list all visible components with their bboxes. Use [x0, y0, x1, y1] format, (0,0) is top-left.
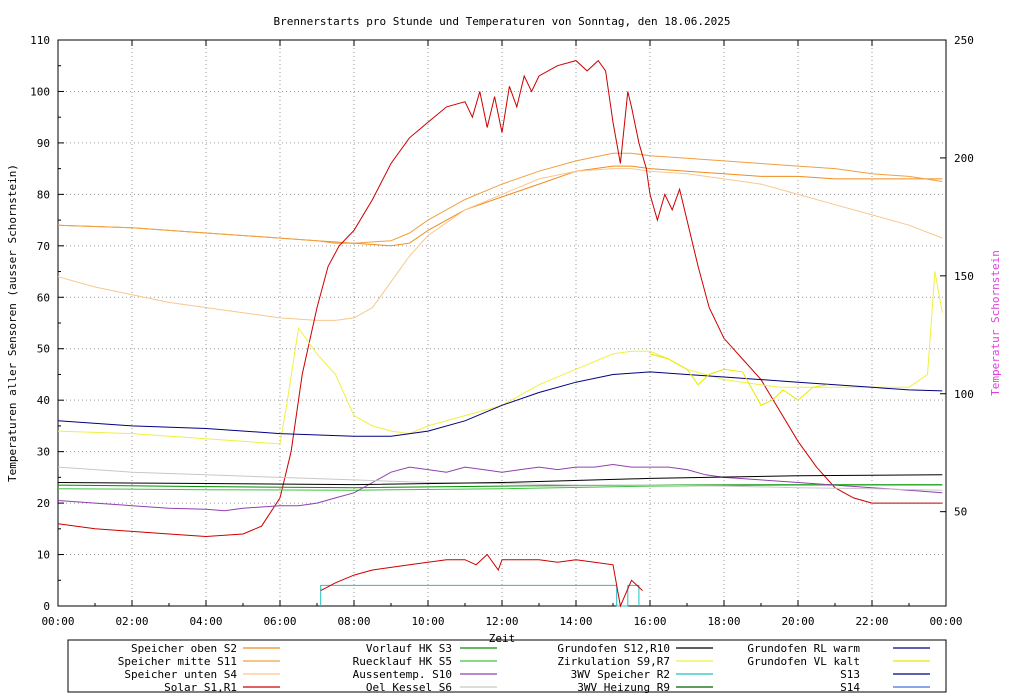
x-tick-label: 02:00 — [115, 615, 148, 628]
x-tick-label: 00:00 — [41, 615, 74, 628]
legend-box — [67, 639, 947, 693]
y-axis-label: Temperaturen aller Sensoren (ausser Scho… — [6, 164, 19, 482]
ticks-layer: 00:00 02:00 04:00 06:00 08:00 10:00 12:00 14:00… — [30, 34, 974, 628]
y2-tick-label: 200 — [954, 152, 974, 165]
y2-tick-label: 150 — [954, 270, 974, 283]
y-tick-label: 40 — [37, 394, 50, 407]
series-line-2 — [57, 168, 943, 321]
legend-label: Speicher oben S2 — [131, 642, 237, 655]
y-tick-label: 100 — [30, 85, 50, 98]
y-tick-label: 20 — [37, 497, 50, 510]
x-tick-label: 22:00 — [855, 615, 888, 628]
series-line-9 — [57, 271, 943, 445]
series-line-8 — [57, 474, 943, 486]
legend-label: S14 — [840, 681, 860, 694]
x-tick-label: 08:00 — [337, 615, 370, 628]
legend-label: Grundofen S12,R10 — [557, 642, 670, 655]
legend-label: Speicher mitte S11 — [118, 655, 237, 668]
legend-label: S13 — [840, 668, 860, 681]
y-tick-label: 50 — [37, 343, 50, 356]
legend-label: Grundofen RL warm — [747, 642, 860, 655]
legend-label: 3WV Heizung R9 — [577, 681, 670, 694]
x-tick-label: 16:00 — [633, 615, 666, 628]
legend-label: Grundofen VL kalt — [747, 655, 860, 668]
x-tick-label: 20:00 — [781, 615, 814, 628]
legend-label: Ruecklauf HK S5 — [353, 655, 452, 668]
x-tick-label: 04:00 — [189, 615, 222, 628]
series-line-13 — [320, 553, 643, 608]
y-tick-label: 80 — [37, 188, 50, 201]
x-tick-label: 14:00 — [559, 615, 592, 628]
series-line-0 — [57, 165, 943, 247]
x-axis-label: Zeit — [489, 632, 516, 645]
y-tick-label: 70 — [37, 240, 50, 253]
series-layer — [57, 59, 943, 608]
series-line-7 — [57, 466, 943, 491]
y-tick-label: 110 — [30, 34, 50, 47]
x-tick-label: 00:00 — [929, 615, 962, 628]
series-line-12 — [320, 584, 640, 607]
y-tick-label: 0 — [43, 600, 50, 613]
legend-label: Solar S1,R1 — [164, 681, 237, 694]
x-tick-label: 06:00 — [263, 615, 296, 628]
y2-tick-label: 100 — [954, 388, 974, 401]
y-tick-label: 10 — [37, 549, 50, 562]
chart-title: Brennerstarts pro Stunde und Temperature… — [274, 15, 731, 28]
series-line-5 — [57, 484, 943, 491]
series-line-10 — [57, 371, 943, 437]
x-tick-label: 12:00 — [485, 615, 518, 628]
legend-label: Oel Kessel S6 — [366, 681, 452, 694]
x-tick-label: 10:00 — [411, 615, 444, 628]
legend-label: 3WV Speicher R2 — [571, 668, 670, 681]
legend-label: Vorlauf HK S3 — [366, 642, 452, 655]
series-line-3 — [57, 59, 943, 538]
y-tick-label: 60 — [37, 291, 50, 304]
y-tick-label: 30 — [37, 446, 50, 459]
series-line-11 — [649, 353, 828, 406]
y2-tick-label: 250 — [954, 34, 974, 47]
legend-label: Speicher unten S4 — [124, 668, 237, 681]
legend-label: Aussentemp. S10 — [353, 668, 452, 681]
y-tick-label: 90 — [37, 137, 50, 150]
y2-axis-label: Temperatur Schornstein — [989, 250, 1002, 396]
grid-layer — [58, 40, 946, 606]
y2-tick-label: 50 — [954, 506, 967, 519]
x-tick-label: 18:00 — [707, 615, 740, 628]
legend-label: Zirkulation S9,R7 — [557, 655, 670, 668]
series-line-1 — [57, 152, 943, 244]
